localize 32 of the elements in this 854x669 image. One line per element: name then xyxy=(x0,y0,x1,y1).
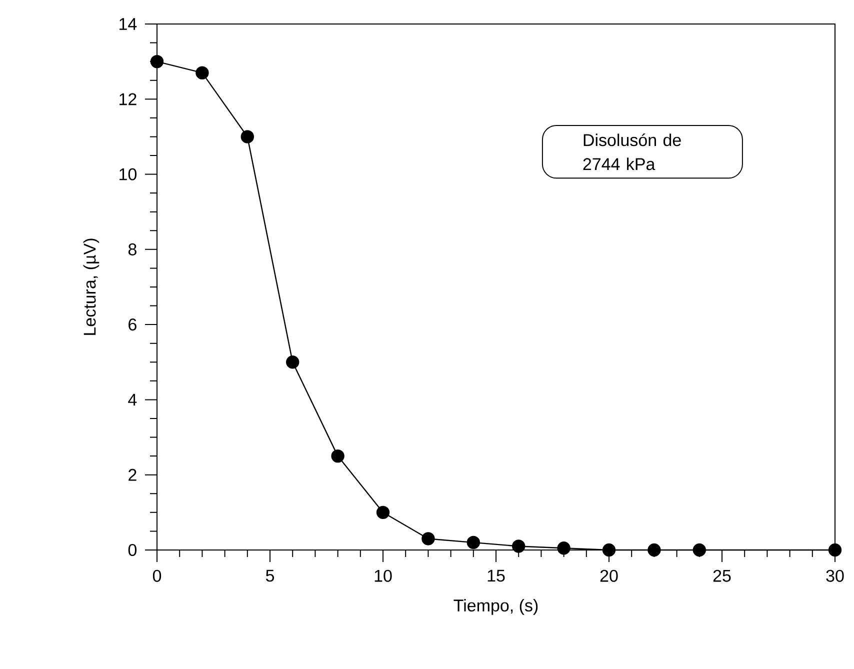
point xyxy=(828,543,842,557)
point xyxy=(331,449,344,463)
point xyxy=(466,536,480,550)
point xyxy=(286,356,300,369)
y-tick-label: 8 xyxy=(128,243,136,256)
y-tick-label: 6 xyxy=(128,318,136,331)
point xyxy=(376,506,390,520)
point xyxy=(196,66,209,80)
point xyxy=(648,543,661,557)
x-tick-label: 10 xyxy=(374,570,392,582)
x-tick-label: 20 xyxy=(600,570,618,582)
point xyxy=(150,54,164,68)
point xyxy=(422,532,435,546)
x-axis-title: Tiempo, (s) xyxy=(454,599,538,615)
point xyxy=(512,540,526,553)
y-tick-label: 12 xyxy=(120,93,136,106)
y-tick-label: 2 xyxy=(128,468,136,481)
x-tick-label: 30 xyxy=(826,570,844,582)
x-tick-label: 25 xyxy=(713,570,731,582)
x-tick-label: 5 xyxy=(266,570,274,582)
x-tick-label: 0 xyxy=(152,570,162,582)
y-tick-label: 4 xyxy=(128,394,137,406)
y-tick-label: 10 xyxy=(120,168,137,180)
point xyxy=(692,543,706,557)
annotation: Disolusón de 2744 kPa xyxy=(583,133,681,170)
point xyxy=(602,543,616,557)
y-axis-title: Lectura, (µV) xyxy=(83,238,100,335)
x-tick-label: 15 xyxy=(488,570,505,582)
y-tick-label: 14 xyxy=(120,18,137,30)
point xyxy=(557,542,570,555)
point xyxy=(240,130,254,144)
y-tick-label: 0 xyxy=(128,544,137,556)
